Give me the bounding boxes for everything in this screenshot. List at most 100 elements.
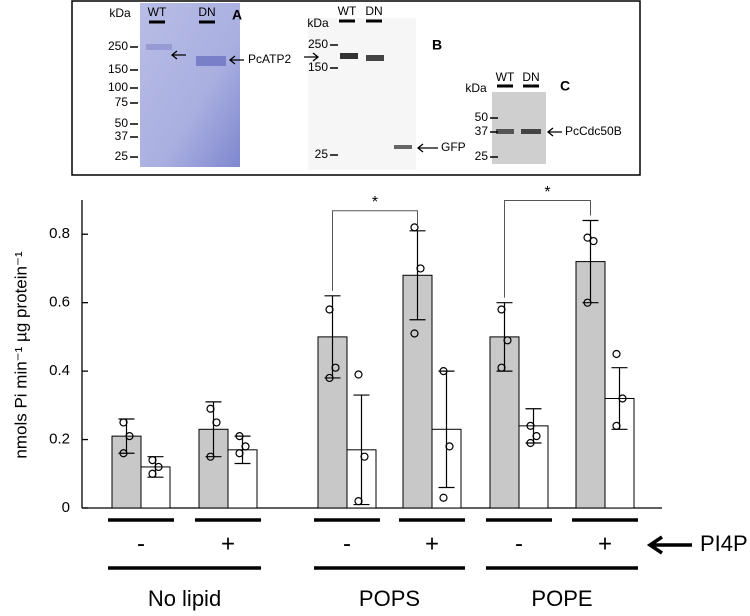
data-point xyxy=(148,455,157,465)
data-point xyxy=(497,305,506,314)
pi4p-arrow xyxy=(646,535,692,555)
x-tick-label: - xyxy=(515,530,523,557)
gel-b-image xyxy=(308,18,416,170)
gel-unit: kDa xyxy=(109,6,131,20)
gel-unit: kDa xyxy=(465,81,487,95)
gel-frame xyxy=(71,0,641,176)
data-point xyxy=(148,469,157,478)
y-tick-label: 0.8 xyxy=(49,225,70,242)
data-point xyxy=(612,349,621,359)
gel-lane-label: WT xyxy=(148,5,167,19)
gel-marker-label: 50 xyxy=(115,116,129,130)
bar xyxy=(604,397,635,509)
data-point xyxy=(589,236,598,246)
gel-marker-label: 37 xyxy=(115,129,129,143)
data-point xyxy=(583,233,592,242)
gel-marker-label: 25 xyxy=(475,149,489,163)
group-label: POPS xyxy=(359,586,420,611)
group-label: POPE xyxy=(531,586,592,611)
gel-band xyxy=(521,129,541,134)
data-point xyxy=(410,223,419,232)
data-point xyxy=(154,462,163,472)
data-point xyxy=(612,421,621,430)
gel-lane-label: DN xyxy=(365,4,382,18)
error-bar xyxy=(409,230,426,321)
gel-marker-label: 50 xyxy=(475,110,489,124)
gel-marker-label: 250 xyxy=(308,37,328,51)
gel-marker-label: 25 xyxy=(315,147,329,161)
bar xyxy=(111,435,142,509)
data-point xyxy=(119,449,128,458)
data-point xyxy=(212,418,221,427)
gel-marker-label: 37 xyxy=(475,124,489,138)
group-label: No lipid xyxy=(148,586,221,611)
gel-band xyxy=(394,145,412,149)
x-tick-label: - xyxy=(137,530,145,557)
significance-label: * xyxy=(544,184,550,201)
gel-marker-label: 25 xyxy=(115,149,129,163)
data-point xyxy=(532,432,541,441)
data-point xyxy=(354,370,363,379)
gel-panel-label: C xyxy=(560,78,570,94)
y-tick-label: 0.6 xyxy=(49,294,70,311)
gel-lane-label: WT xyxy=(338,4,357,18)
gel-band-label: GFP xyxy=(441,140,466,154)
gel-band xyxy=(366,55,384,61)
x-tick-label: + xyxy=(221,530,235,557)
data-point xyxy=(503,336,512,345)
gel-c-image xyxy=(492,92,546,164)
x-tick-label: - xyxy=(343,530,351,557)
gel-band xyxy=(146,44,172,50)
significance-bracket xyxy=(504,200,591,298)
group-axis-label: PI4P xyxy=(700,531,748,556)
gel-unit: kDa xyxy=(307,16,329,30)
error-bar xyxy=(353,394,370,506)
y-axis-label: nmols Pi min⁻¹ µg protein⁻¹ xyxy=(11,251,30,459)
gel-marker-label: 150 xyxy=(108,62,128,76)
data-point xyxy=(325,305,334,314)
gel-lane-label: DN xyxy=(198,5,215,19)
data-point xyxy=(119,418,128,427)
gel-arrows xyxy=(170,50,562,153)
data-point xyxy=(439,493,448,502)
data-point xyxy=(618,394,627,403)
data-point xyxy=(445,442,454,451)
gel-band-label: PcATP2 xyxy=(248,52,291,66)
y-tick-label: 0.4 xyxy=(49,362,70,379)
gel-band xyxy=(340,53,358,59)
gel-panel-label: B xyxy=(432,37,442,53)
data-point xyxy=(360,452,369,461)
gel-lane-label: WT xyxy=(496,70,515,84)
error-bar xyxy=(496,302,513,372)
gel-marker-label: 100 xyxy=(108,80,128,94)
data-point xyxy=(241,442,250,451)
y-tick-label: 0 xyxy=(62,499,70,516)
data-point xyxy=(526,421,535,430)
x-tick-label: + xyxy=(425,530,439,557)
data-point xyxy=(583,298,592,307)
data-point xyxy=(235,449,244,458)
data-point xyxy=(325,373,334,383)
data-point xyxy=(497,363,506,372)
gel-band-label: PcCdc50B xyxy=(565,124,622,138)
data-point xyxy=(354,497,363,506)
gel-marker-label: 150 xyxy=(308,60,328,74)
gel-band xyxy=(196,56,226,66)
data-point xyxy=(125,432,134,441)
data-point xyxy=(416,264,425,273)
data-point xyxy=(235,432,244,441)
gel-band xyxy=(496,129,514,134)
data-point xyxy=(410,329,419,338)
significance-label: * xyxy=(372,194,378,211)
gel-a-image xyxy=(140,3,240,167)
data-point xyxy=(526,438,535,448)
x-tick-label: + xyxy=(598,530,612,557)
gel-marker-label: 75 xyxy=(115,95,129,109)
bar xyxy=(489,336,520,509)
data-point xyxy=(206,404,215,413)
gel-panel-label: A xyxy=(232,7,242,23)
significance-bracket xyxy=(332,210,418,291)
data-point xyxy=(206,452,215,461)
data-point xyxy=(439,367,448,376)
